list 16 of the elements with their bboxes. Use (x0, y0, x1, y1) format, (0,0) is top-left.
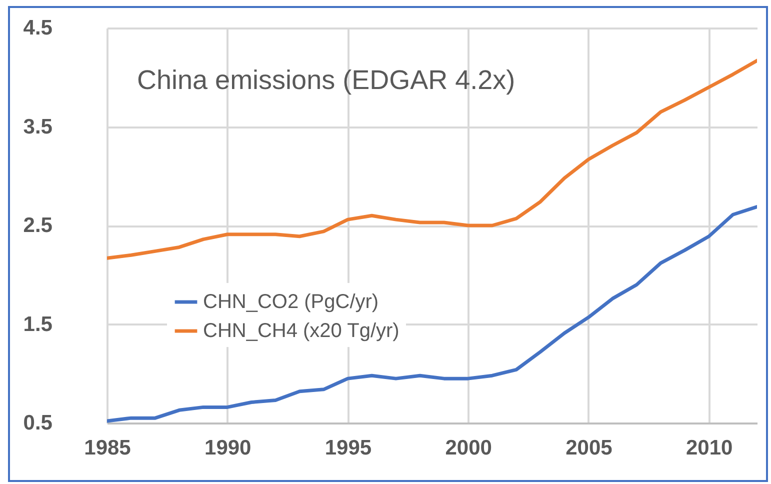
x-tick-label: 1985 (84, 436, 132, 460)
x-tick-label: 2010 (686, 436, 733, 460)
x-tick-label: 1995 (324, 436, 372, 460)
legend-label: CHN_CO2 (PgC/yr) (203, 291, 379, 313)
legend-label: CHN_CH4 (x20 Tg/yr) (203, 320, 400, 342)
y-tick-label: 4.5 (23, 16, 53, 40)
line-series (107, 58, 757, 260)
y-tick-label: 1.5 (23, 312, 53, 336)
y-tick-label: 0.5 (23, 412, 53, 434)
x-tick-label: 2000 (445, 436, 492, 460)
x-tick-label: 2005 (566, 436, 613, 460)
line-series (107, 204, 757, 423)
x-tick-label: 1990 (204, 436, 252, 460)
text: China emissions (EDGAR 4.2x) (137, 65, 516, 95)
y-tick-label: 2.5 (23, 214, 53, 237)
y-tick-label: 3.5 (23, 115, 53, 138)
